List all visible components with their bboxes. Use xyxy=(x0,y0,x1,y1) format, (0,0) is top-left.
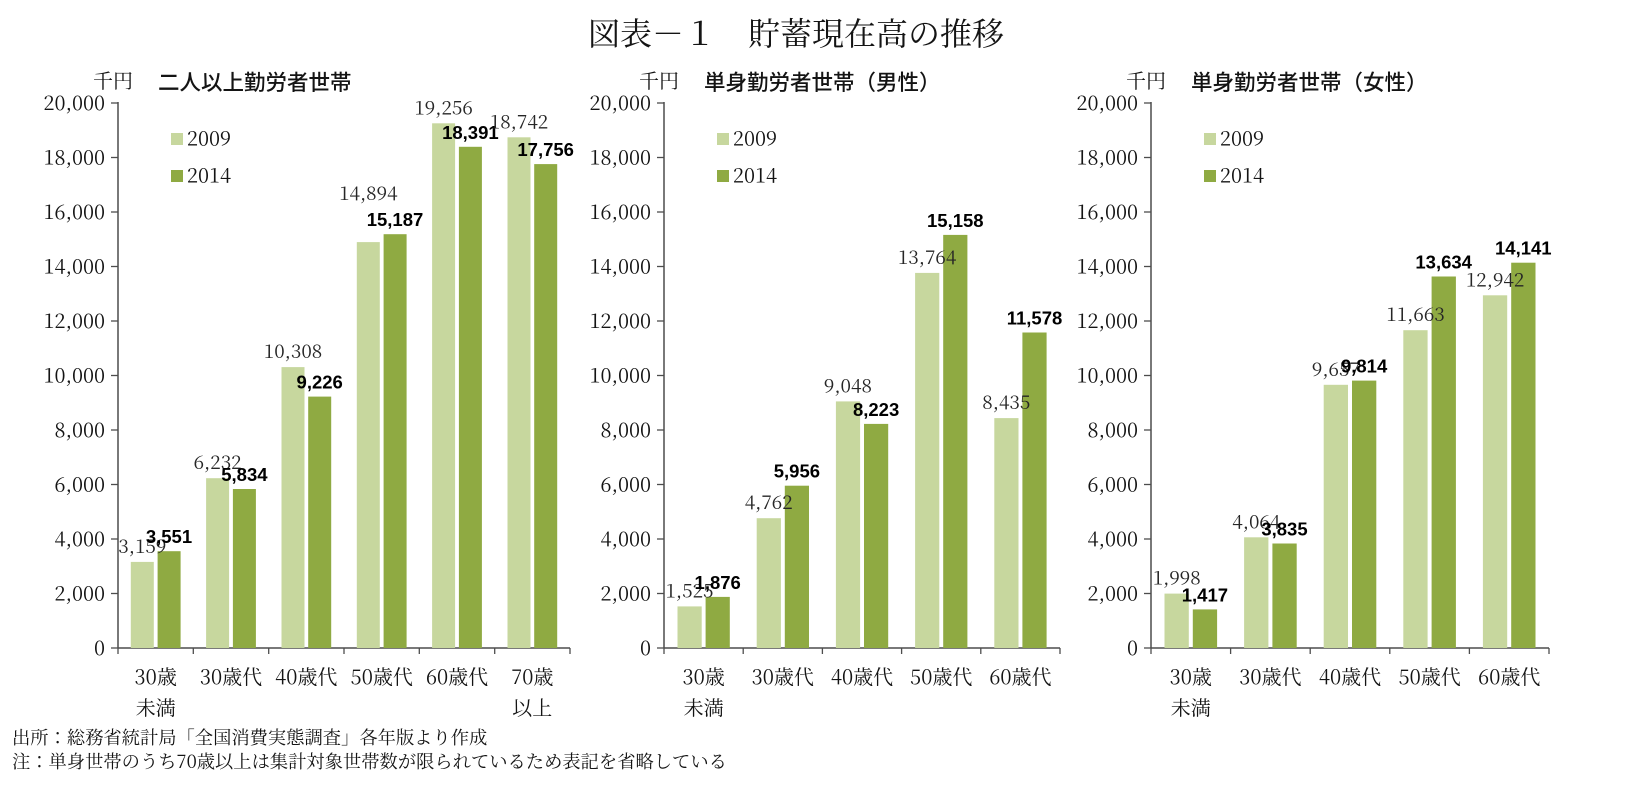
svg-text:60歳代: 60歳代 xyxy=(426,661,488,690)
svg-text:図表－１ 貯蓄現在高の推移: 図表－１ 貯蓄現在高の推移 xyxy=(588,9,1004,55)
svg-text:14,000: 14,000 xyxy=(43,251,105,280)
svg-text:6,000: 6,000 xyxy=(600,469,651,498)
svg-text:出所：総務省統計局「全国消費実態調査」各年版より作成: 出所：総務省統計局「全国消費実態調査」各年版より作成 xyxy=(12,724,487,750)
svg-text:16,000: 16,000 xyxy=(43,196,105,225)
svg-text:2,000: 2,000 xyxy=(1087,578,1138,607)
svg-text:8,223: 8,223 xyxy=(853,399,899,420)
svg-text:4,000: 4,000 xyxy=(54,523,105,552)
svg-text:30歳代: 30歳代 xyxy=(1239,661,1301,690)
svg-text:千円: 千円 xyxy=(93,65,133,94)
svg-text:9,814: 9,814 xyxy=(1341,356,1388,377)
svg-text:19,256: 19,256 xyxy=(414,93,472,120)
svg-text:14,000: 14,000 xyxy=(1076,251,1138,280)
svg-text:3,835: 3,835 xyxy=(1261,519,1307,540)
svg-text:12,000: 12,000 xyxy=(589,305,651,334)
svg-text:18,000: 18,000 xyxy=(43,142,105,171)
svg-text:6,000: 6,000 xyxy=(1087,469,1138,498)
svg-text:10,000: 10,000 xyxy=(43,360,105,389)
svg-text:1,876: 1,876 xyxy=(695,572,741,593)
svg-text:11,578: 11,578 xyxy=(1007,308,1063,329)
svg-text:2,000: 2,000 xyxy=(54,578,105,607)
svg-text:60歳代: 60歳代 xyxy=(1478,661,1540,690)
svg-text:千円: 千円 xyxy=(639,65,679,94)
svg-text:6,000: 6,000 xyxy=(54,469,105,498)
svg-text:10,308: 10,308 xyxy=(264,337,322,364)
svg-text:8,435: 8,435 xyxy=(982,388,1030,415)
svg-text:2014: 2014 xyxy=(187,160,231,189)
svg-text:2014: 2014 xyxy=(733,160,777,189)
svg-text:30歳: 30歳 xyxy=(682,661,724,690)
svg-text:8,000: 8,000 xyxy=(1087,414,1138,443)
svg-text:注：単身世帯のうち70歳以上は集計対象世帯数が限られているた: 注：単身世帯のうち70歳以上は集計対象世帯数が限られているため表記を省略している xyxy=(12,748,727,774)
svg-text:3,551: 3,551 xyxy=(146,526,192,547)
svg-text:千円: 千円 xyxy=(1126,65,1166,94)
svg-text:14,000: 14,000 xyxy=(589,251,651,280)
svg-text:60歳代: 60歳代 xyxy=(989,661,1051,690)
svg-text:11,663: 11,663 xyxy=(1386,300,1444,327)
svg-text:13,764: 13,764 xyxy=(898,243,957,270)
svg-text:40歳代: 40歳代 xyxy=(275,661,337,690)
svg-text:12,000: 12,000 xyxy=(1076,305,1138,334)
svg-text:17,756: 17,756 xyxy=(517,139,574,160)
svg-text:8,000: 8,000 xyxy=(54,414,105,443)
svg-text:14,141: 14,141 xyxy=(1495,238,1552,259)
svg-text:9,226: 9,226 xyxy=(297,372,343,393)
svg-text:2,000: 2,000 xyxy=(600,578,651,607)
svg-text:40歳代: 40歳代 xyxy=(831,661,893,690)
svg-text:未満: 未満 xyxy=(136,692,176,721)
svg-text:15,158: 15,158 xyxy=(927,210,984,231)
svg-text:以上: 以上 xyxy=(512,692,552,721)
svg-text:30歳代: 30歳代 xyxy=(200,661,262,690)
svg-text:未満: 未満 xyxy=(684,692,724,721)
svg-text:4,000: 4,000 xyxy=(1087,523,1138,552)
svg-text:18,742: 18,742 xyxy=(490,107,548,134)
svg-text:30歳代: 30歳代 xyxy=(752,661,814,690)
svg-text:9,048: 9,048 xyxy=(824,371,872,398)
svg-text:30歳: 30歳 xyxy=(135,661,177,690)
svg-text:10,000: 10,000 xyxy=(1076,360,1138,389)
svg-text:2009: 2009 xyxy=(733,123,777,152)
svg-text:2014: 2014 xyxy=(1220,160,1264,189)
svg-text:二人以上勤労者世帯: 二人以上勤労者世帯 xyxy=(158,66,352,97)
svg-text:50歳代: 50歳代 xyxy=(1398,661,1460,690)
svg-text:2009: 2009 xyxy=(187,123,231,152)
svg-text:0: 0 xyxy=(1127,632,1138,661)
svg-text:0: 0 xyxy=(640,632,651,661)
svg-text:18,000: 18,000 xyxy=(589,142,651,171)
svg-text:18,000: 18,000 xyxy=(1076,142,1138,171)
svg-text:単身勤労者世帯（女性）: 単身勤労者世帯（女性） xyxy=(1191,66,1428,97)
svg-text:40歳代: 40歳代 xyxy=(1319,661,1381,690)
svg-text:4,000: 4,000 xyxy=(600,523,651,552)
svg-text:4,762: 4,762 xyxy=(745,488,793,515)
svg-text:2009: 2009 xyxy=(1220,123,1264,152)
svg-text:未満: 未満 xyxy=(1171,692,1211,721)
svg-text:30歳: 30歳 xyxy=(1170,661,1212,690)
svg-text:15,187: 15,187 xyxy=(367,209,424,230)
svg-text:16,000: 16,000 xyxy=(589,196,651,225)
svg-text:50歳代: 50歳代 xyxy=(910,661,972,690)
svg-text:10,000: 10,000 xyxy=(589,360,651,389)
svg-text:13,634: 13,634 xyxy=(1415,252,1472,273)
svg-text:12,000: 12,000 xyxy=(43,305,105,334)
svg-text:12,942: 12,942 xyxy=(1466,265,1524,292)
svg-text:5,956: 5,956 xyxy=(774,461,820,482)
svg-text:70歳: 70歳 xyxy=(511,661,553,690)
svg-text:50歳代: 50歳代 xyxy=(351,661,413,690)
svg-text:14,894: 14,894 xyxy=(339,179,398,206)
svg-text:16,000: 16,000 xyxy=(1076,196,1138,225)
svg-text:1,417: 1,417 xyxy=(1182,584,1228,605)
svg-text:5,834: 5,834 xyxy=(221,464,268,485)
svg-text:8,000: 8,000 xyxy=(600,414,651,443)
svg-text:単身勤労者世帯（男性）: 単身勤労者世帯（男性） xyxy=(704,66,941,97)
svg-text:0: 0 xyxy=(94,632,105,661)
